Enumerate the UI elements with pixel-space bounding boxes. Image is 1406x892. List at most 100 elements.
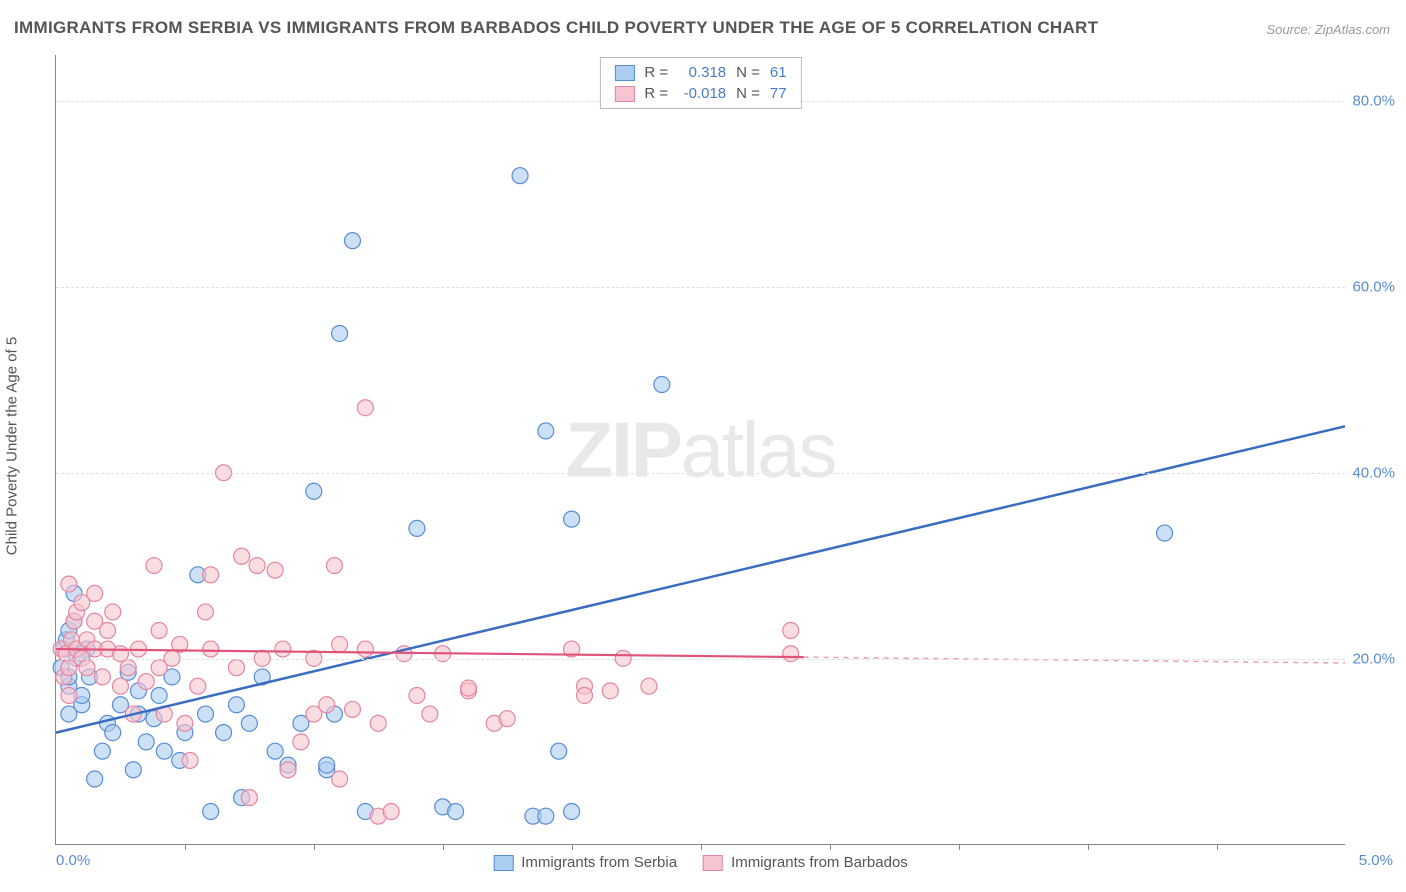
data-point — [241, 790, 257, 806]
legend-label-serbia: Immigrants from Serbia — [521, 854, 677, 871]
data-point — [538, 808, 554, 824]
data-point — [448, 804, 464, 820]
chart-title: IMMIGRANTS FROM SERBIA VS IMMIGRANTS FRO… — [14, 18, 1098, 38]
data-point — [105, 604, 121, 620]
data-point — [138, 674, 154, 690]
R-label: R = — [644, 64, 668, 81]
x-tick-mark — [185, 844, 186, 850]
legend-item-barbados: Immigrants from Barbados — [703, 854, 908, 871]
data-point — [228, 660, 244, 676]
data-point — [409, 687, 425, 703]
data-point — [79, 660, 95, 676]
data-point — [125, 762, 141, 778]
y-tick-label: 60.0% — [1352, 279, 1395, 296]
data-point — [460, 680, 476, 696]
x-tick-mark — [314, 844, 315, 850]
data-point — [156, 743, 172, 759]
gridline-h — [56, 473, 1345, 474]
data-point — [94, 669, 110, 685]
data-point — [370, 715, 386, 731]
data-point — [280, 762, 296, 778]
data-point — [138, 734, 154, 750]
swatch-blue-icon — [614, 65, 634, 81]
data-point — [177, 715, 193, 731]
data-point — [357, 641, 373, 657]
data-point — [512, 168, 528, 184]
x-tick-mark — [1217, 844, 1218, 850]
data-point — [538, 423, 554, 439]
y-tick-label: 80.0% — [1352, 93, 1395, 110]
data-point — [654, 377, 670, 393]
x-tick-max: 5.0% — [1359, 852, 1393, 869]
N-label: N = — [736, 64, 760, 81]
data-point — [293, 734, 309, 750]
data-point — [332, 325, 348, 341]
swatch-pink-icon — [614, 86, 634, 102]
x-tick-min: 0.0% — [56, 852, 90, 869]
data-point — [100, 623, 116, 639]
data-point — [422, 706, 438, 722]
data-point — [267, 743, 283, 759]
gridline-h — [56, 659, 1345, 660]
data-point — [576, 687, 592, 703]
R-value-serbia: 0.318 — [678, 64, 726, 81]
data-point — [267, 562, 283, 578]
legend-series: Immigrants from Serbia Immigrants from B… — [493, 854, 908, 871]
data-point — [551, 743, 567, 759]
legend-label-barbados: Immigrants from Barbados — [731, 854, 908, 871]
data-point — [602, 683, 618, 699]
data-point — [228, 697, 244, 713]
data-point — [105, 725, 121, 741]
data-point — [332, 771, 348, 787]
data-point — [344, 701, 360, 717]
data-point — [332, 636, 348, 652]
data-point — [61, 687, 77, 703]
scatter-plot-svg — [56, 55, 1345, 844]
x-tick-mark — [959, 844, 960, 850]
data-point — [326, 558, 342, 574]
legend-row-barbados: R = -0.018 N = 77 — [614, 83, 786, 104]
gridline-h — [56, 287, 1345, 288]
y-tick-label: 40.0% — [1352, 465, 1395, 482]
N-value-serbia: 61 — [770, 64, 787, 81]
data-point — [203, 567, 219, 583]
N-label: N = — [736, 85, 760, 102]
data-point — [203, 641, 219, 657]
x-tick-mark — [443, 844, 444, 850]
data-point — [151, 623, 167, 639]
legend-item-serbia: Immigrants from Serbia — [493, 854, 677, 871]
data-point — [120, 660, 136, 676]
trend-line — [56, 426, 1345, 732]
R-value-barbados: -0.018 — [678, 85, 726, 102]
x-tick-mark — [1088, 844, 1089, 850]
correlation-chart: IMMIGRANTS FROM SERBIA VS IMMIGRANTS FRO… — [0, 0, 1406, 892]
data-point — [190, 678, 206, 694]
data-point — [249, 558, 265, 574]
data-point — [182, 752, 198, 768]
data-point — [87, 771, 103, 787]
data-point — [319, 697, 335, 713]
data-point — [61, 576, 77, 592]
data-point — [499, 711, 515, 727]
x-tick-mark — [830, 844, 831, 850]
data-point — [198, 604, 214, 620]
data-point — [306, 483, 322, 499]
data-point — [146, 558, 162, 574]
data-point — [319, 757, 335, 773]
y-axis-label: Child Poverty Under the Age of 5 — [4, 337, 21, 555]
legend-correlation-box: R = 0.318 N = 61 R = -0.018 N = 77 — [599, 57, 801, 109]
data-point — [1157, 525, 1173, 541]
plot-area: ZIPatlas R = 0.318 N = 61 R = -0.018 N =… — [55, 55, 1345, 845]
data-point — [87, 585, 103, 601]
data-point — [241, 715, 257, 731]
data-point — [198, 706, 214, 722]
swatch-pink-icon — [703, 855, 723, 871]
data-point — [234, 548, 250, 564]
data-point — [216, 725, 232, 741]
data-point — [564, 804, 580, 820]
data-point — [275, 641, 291, 657]
data-point — [641, 678, 657, 694]
source-label: Source: ZipAtlas.com — [1266, 22, 1390, 37]
x-tick-mark — [701, 844, 702, 850]
R-label: R = — [644, 85, 668, 102]
